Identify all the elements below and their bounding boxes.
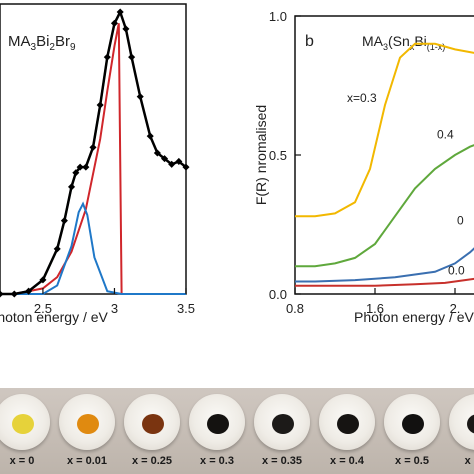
panel-a-xticks: 2.5 3 3.5 [34,288,195,316]
panel-a-xlabel: Photon energy / eV [0,309,109,325]
series-a-marker [182,163,190,171]
y-tick-label-b: 0.0 [269,287,287,302]
x-tick-label-a: 3.5 [177,301,195,316]
sample-label: x = 0.3 [200,455,234,467]
panel-b-frame [294,15,474,295]
sample-powder [142,414,164,434]
sample-label: x = 0.01 [66,455,108,467]
panel-b-xlabel: Photon energy / eV [354,309,474,325]
panel-b-ylabel: F(R) nromalised [253,105,269,205]
series-a-marker [168,160,176,168]
panel-b-series: x=0.3 0.4 0 0.0 [295,42,474,287]
sample-cup [449,394,474,450]
series-a-marker [10,290,18,298]
sample-powder [77,414,99,434]
series-a-marker [25,287,33,295]
sample-label: x = 0.5 [395,455,429,467]
series-b-label: 0.0 [448,264,465,278]
sample-powder [207,414,229,434]
series-a-marker [82,163,90,171]
y-tick-label-b: 1.0 [269,9,287,24]
series-a-marker [89,143,97,151]
series-a-marker [68,183,76,191]
sample-cup [59,394,115,450]
sample-label: x = 0 [9,455,35,467]
sample-powder [467,414,474,434]
sample-cup [319,394,375,450]
series-a-marker [161,155,169,163]
panel-a: MA3Bi2Br9 2.5 3 3.5 Photon energy / eV [0,3,195,325]
series-b-line [295,144,474,268]
series-a-marker [146,132,154,140]
series-a-1-line [0,11,122,295]
series-a-marker [175,157,183,165]
sample-label: x = 0.25 [131,455,173,467]
series-a-marker [122,25,130,33]
sample-cup [384,394,440,450]
series-b-label: 0.4 [437,127,454,141]
series-b-line [295,277,474,287]
panel-b: b MA3(SnxBi(1-x) x=0.30.400.0 0.8 1.6 2.0.… [253,9,474,325]
sample-powder [402,414,424,434]
series-a-marker [103,53,111,61]
series-b-label: x=0.3 [347,91,377,105]
series-a-marker [76,163,84,171]
x-tick-label-a: 2.5 [34,301,52,316]
series-a-marker [72,169,80,177]
sample-label: x = 0.35 [261,455,303,467]
sample-label: x = 0.4 [330,455,364,467]
panel-b-title: MA3(SnxBi(1-x) [362,33,445,52]
series-a-marker [128,53,136,61]
series-a-marker [0,290,4,298]
x-tick-label-b: 0.8 [286,301,304,316]
panel-b-ticks: 0.8 1.6 2. 0.0 0.5 1.0 [269,9,461,316]
series-a-marker [53,245,61,253]
sample-cup [0,394,50,450]
x-tick-label-a: 3 [111,301,118,316]
y-tick-label-b: 0.5 [269,148,287,163]
sample-cup [189,394,245,450]
series-a-marker [136,93,144,101]
series-b-line [295,247,474,283]
series-a-3-line [0,201,186,295]
series-a-2-line [14,23,123,295]
series-a-marker [96,101,104,109]
sample-powder [337,414,359,434]
x-tick-label-b: 1.6 [366,301,384,316]
sample-photo-strip: x = 0 x = 0.01 x = 0.25 x = 0.3 x = 0.35 x = … [0,388,474,474]
series-b-line [295,42,474,218]
series-a-marker [153,149,161,157]
series-b-label: 0 [457,214,464,228]
x-tick-label-b: 2. [450,301,461,316]
sample-powder [272,414,294,434]
sample-cup [124,394,180,450]
series-a-marker [60,217,68,225]
series-a-marker [39,276,47,284]
sample-cup [254,394,310,450]
panel-a-series [0,8,190,298]
sample-label: x = 0 [464,455,474,467]
sample-powder [12,414,34,434]
panel-a-frame [0,3,187,295]
panel-b-letter: b [305,33,314,50]
panel-a-title: MA3Bi2Br9 [8,33,76,53]
